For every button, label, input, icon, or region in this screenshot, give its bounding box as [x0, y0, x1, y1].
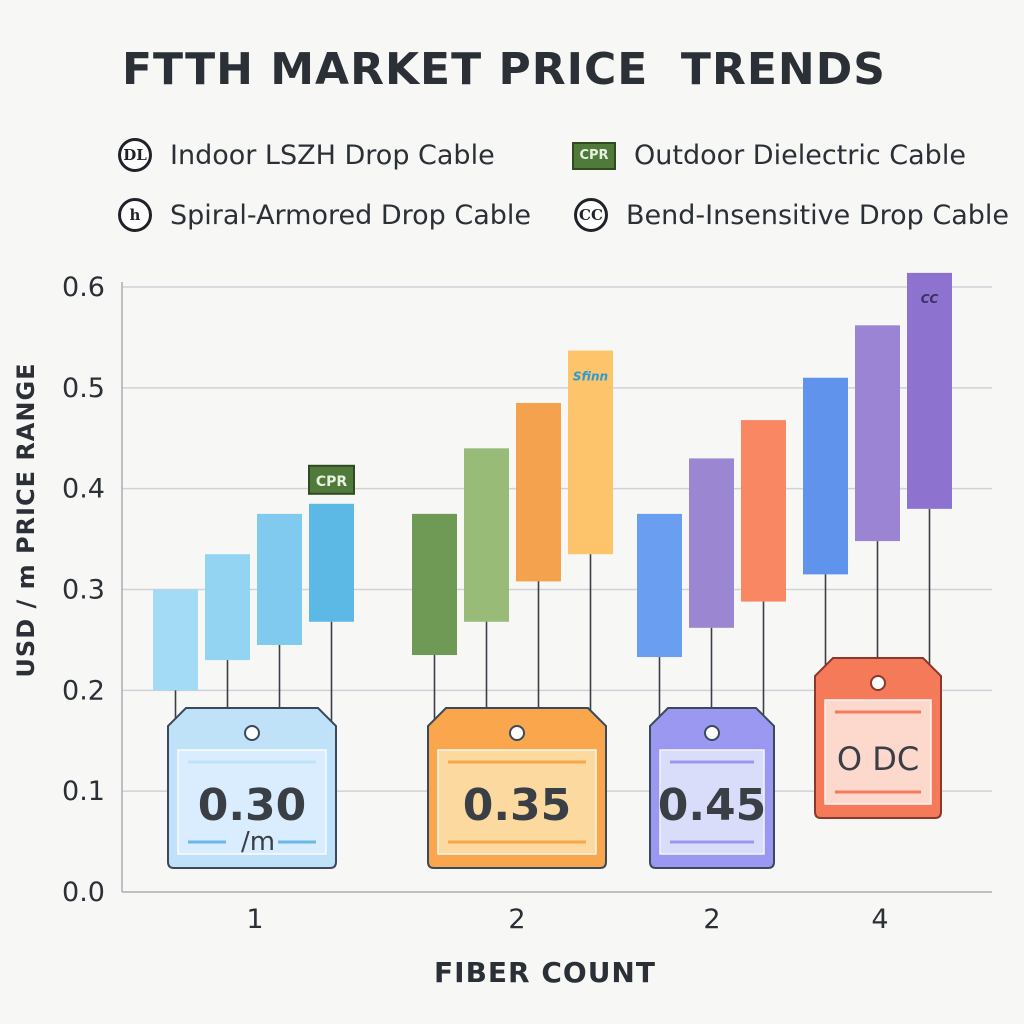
bar-badge-icon: CC [921, 292, 939, 306]
cpr-badge-icon [308, 464, 355, 495]
price-range-bar [855, 325, 900, 542]
legend-item-indoor-lszh: DL Indoor LSZH Drop Cable [118, 138, 495, 172]
y-tick-label: 0.6 [62, 272, 105, 303]
cpr-box-icon: CPR [572, 141, 616, 170]
x-axis-label: FIBER COUNT [434, 956, 656, 989]
x-tick-label: 1 [246, 904, 263, 935]
x-tick-label: 4 [871, 904, 888, 935]
dl-circle-icon: DL [118, 138, 152, 172]
x-tick-label: 2 [703, 904, 720, 935]
y-tick-label: 0.2 [62, 675, 105, 706]
tag-hole-icon [509, 725, 525, 741]
legend-item-outdoor-dielectric: CPR Outdoor Dielectric Cable [572, 140, 966, 171]
price-range-bar [907, 272, 952, 509]
price-tag-value: 0.45 [658, 780, 767, 831]
price-range-bar [153, 589, 198, 691]
tag-hole-icon [870, 675, 886, 691]
legend-label: Indoor LSZH Drop Cable [170, 139, 495, 171]
price-tag-panel [437, 749, 597, 855]
h-circle-icon: h [118, 198, 152, 232]
tag-hole-icon [704, 725, 720, 741]
legend-label: Bend-Insensitive Drop Cable [626, 199, 1010, 231]
legend-item-bend-insensitive: CC Bend-Insensitive Drop Cable [574, 198, 1009, 232]
y-tick-label: 0.1 [62, 776, 105, 807]
cc-circle-icon: CC [574, 198, 608, 232]
price-range-bar [516, 402, 561, 582]
price-range-bar [637, 513, 682, 658]
y-tick-label: 0.3 [62, 575, 105, 606]
price-tag-panel [659, 749, 765, 855]
tag-hole-icon [244, 725, 260, 741]
legend-label: Outdoor Dielectric Cable [634, 140, 966, 171]
price-range-bar [464, 448, 509, 622]
chart-title: FTTH MARKET PRICE TRENDS [122, 44, 886, 95]
price-tag-unit: /m [241, 827, 275, 857]
price-range-bar [257, 513, 302, 645]
price-range-bar [568, 350, 613, 555]
price-range-bar [803, 377, 848, 575]
price-range-bar [309, 503, 354, 622]
bar-badge-icon: Sfinn [573, 370, 608, 384]
legend-item-spiral-armored: h Spiral-Armored Drop Cable [118, 198, 531, 232]
price-tag-value: 0.30 [198, 780, 307, 831]
x-tick-label: 2 [508, 904, 525, 935]
y-tick-label: 0.0 [62, 877, 105, 908]
y-tick-label: 0.5 [62, 373, 105, 404]
price-range-bar [689, 458, 734, 628]
price-range-bar [205, 554, 250, 661]
price-tag-panel [824, 699, 932, 805]
legend-label: Spiral-Armored Drop Cable [170, 199, 532, 231]
price-tag-value: 0.35 [463, 780, 572, 831]
y-tick-label: 0.4 [62, 474, 105, 505]
price-tag-value: O DC [837, 740, 919, 778]
price-range-bar [741, 420, 786, 602]
price-range-bar [412, 513, 457, 656]
price-tag-panel [177, 749, 327, 855]
y-axis-label: USD / m PRICE RANGE [12, 362, 40, 678]
cpr-badge-label: CPR [316, 474, 348, 490]
